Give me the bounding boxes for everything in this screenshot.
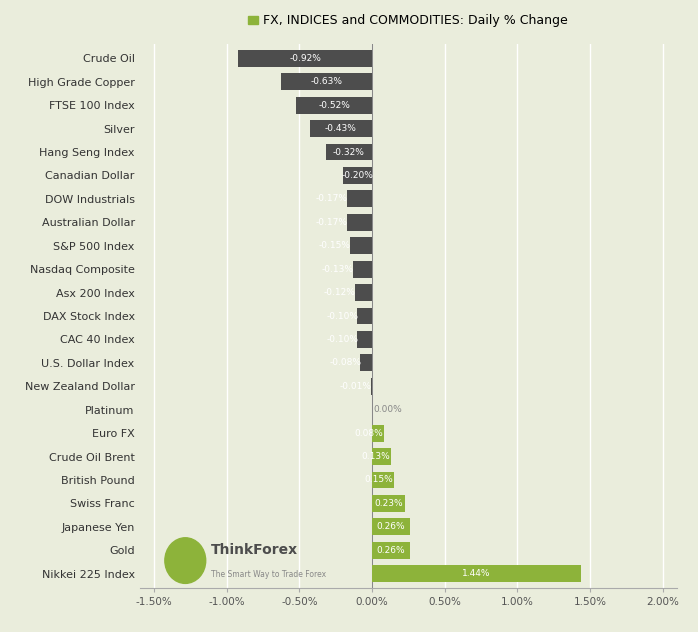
Text: The Smart Way to Trade Forex: The Smart Way to Trade Forex [211,569,326,579]
Text: -0.32%: -0.32% [333,147,365,157]
Text: 0.08%: 0.08% [354,428,383,437]
Bar [372,565,581,582]
Text: ThinkForex: ThinkForex [211,543,298,557]
Bar [372,471,394,489]
Text: 0.26%: 0.26% [377,523,406,532]
Legend: FX, INDICES and COMMODITIES: Daily % Change: FX, INDICES and COMMODITIES: Daily % Cha… [248,15,568,27]
Text: -0.20%: -0.20% [341,171,373,180]
Text: -0.13%: -0.13% [322,265,354,274]
Text: -0.12%: -0.12% [323,288,355,297]
Text: -0.10%: -0.10% [326,335,358,344]
Text: -0.15%: -0.15% [319,241,351,250]
Bar [372,495,406,512]
Text: 0.00%: 0.00% [373,405,403,414]
Bar [325,143,372,161]
Bar [348,214,372,231]
Text: 0.23%: 0.23% [374,499,403,508]
Text: -0.17%: -0.17% [316,218,348,227]
Ellipse shape [165,538,206,583]
Bar [239,50,372,67]
Text: 0.15%: 0.15% [364,475,393,485]
Text: 1.44%: 1.44% [462,569,491,578]
Bar [355,284,372,301]
Text: -0.63%: -0.63% [310,77,342,86]
Text: -0.92%: -0.92% [289,54,321,63]
Bar [372,425,384,442]
Bar [309,120,372,137]
Text: -0.01%: -0.01% [339,382,371,391]
Bar [371,378,372,395]
Bar [372,518,410,535]
Bar [372,542,410,559]
Bar [353,261,372,277]
Text: -0.10%: -0.10% [326,312,358,320]
Text: -0.43%: -0.43% [325,124,357,133]
Bar [360,355,372,371]
Bar [372,448,391,465]
Bar [357,308,372,324]
Text: -0.08%: -0.08% [329,358,361,367]
Text: -0.17%: -0.17% [316,195,348,204]
Bar [357,331,372,348]
Bar [348,190,372,207]
Bar [281,73,372,90]
Text: 0.13%: 0.13% [362,452,390,461]
Bar [297,97,372,114]
Text: 0.26%: 0.26% [377,546,406,555]
Bar [343,167,372,184]
Bar [350,237,372,254]
Text: -0.52%: -0.52% [318,100,350,109]
